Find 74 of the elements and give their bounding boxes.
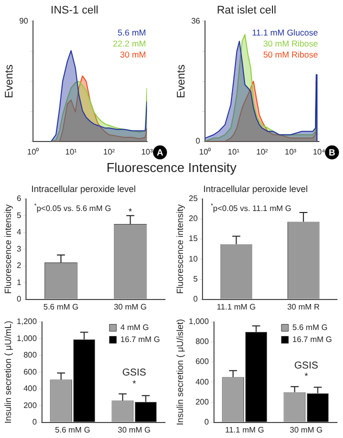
y-tick-label: 800 [23,350,38,360]
y-tick-label: 600 [195,357,210,366]
x-tick-label: 30 mM G [118,425,151,434]
x-tick-label: 10⁰ [199,147,212,156]
chart-title: Rat islet cell [216,4,276,17]
series-label: 30 mM Ribose [263,38,318,49]
x-tick-label: 30 mM R [287,302,320,312]
y-tick-label: 400 [195,377,210,386]
legend-label: 16.7 mM G [292,335,332,344]
y-axis-title: Insulin secretion ( μU/islet) [174,318,185,426]
annotation: * [128,206,133,217]
x-tick-label: 10³ [284,147,297,156]
y-tick-label: 3 [16,244,22,254]
annotation: * [304,371,308,382]
y-tick-label: 600 [23,367,38,376]
y-tick-label: 0 [196,136,201,146]
text: 50 mM Ribose [263,50,318,60]
x-tick-label: 11.1 mM G [225,425,264,434]
chart-title: Intracellular peroxide level [31,184,136,194]
y-tick-label: 2 [16,261,22,270]
x-tick-label: 10² [103,147,116,156]
y-tick-label: 1 [16,278,22,287]
x-tick-label: 11.1 mM G [216,302,256,312]
y-tick-label: 0 [193,294,198,304]
y-axis-title: Fluorescence intensity [2,204,13,294]
y-tick-label: 25 [188,194,198,204]
x-tick-label: 5.6 mM G [43,302,78,312]
text: 5.6 mM [118,28,146,38]
legend-label: 4 mM G [120,323,149,332]
x-tick-label: 5.6 mM G [55,425,90,434]
legend-label: 5.6 mM G [292,323,328,332]
x-tick-label: 10³ [141,147,154,156]
y-tick-label: 200 [23,400,38,410]
x-tick-label: 30 mM G [114,302,147,312]
annotation: GSIS [294,360,318,372]
y-tick-label: 1,200 [16,317,38,326]
y-tick-label: 0 [16,294,22,304]
text: B [328,147,336,158]
x-tick-label: 10² [256,147,268,156]
y-axis-title: Events [176,64,188,98]
y-tick-label: 15 [188,234,198,244]
y-tick-label: 6 [16,194,22,204]
annotation: * [132,378,136,388]
x-tick-label: 10¹ [228,147,240,156]
text: A [156,147,164,158]
y-tick-label: 0 [32,418,38,427]
y-tick-label: 0 [204,418,210,427]
y-tick-label: 36 [191,16,201,26]
y-axis-title: Insulin secretion ( μU/mL) [2,320,13,424]
y-tick-label: 1,000 [16,334,38,343]
y-axis-title: Events [4,64,16,98]
y-tick-label: 20 [188,214,198,224]
y-tick-label: 400 [23,384,38,394]
text: 22.2 mM [112,38,146,49]
chart-title: INS-1 cell [50,4,98,17]
x-tick-label: 10⁴ [312,147,326,156]
y-tick-label: 200 [195,397,210,406]
y-tick-label: 4 [16,228,22,237]
x-tick-label: 10¹ [65,147,78,156]
x-axis-title: Fluorescence Intensity [105,160,238,175]
y-tick-label: 800 [195,337,210,346]
annotation: GSIS [122,368,146,379]
chart-title: Intracellular peroxide level [203,184,308,194]
x-tick-label: 10⁰ [27,147,40,156]
y-tick-label: 5 [193,274,198,284]
series-label: 11.1 mM Glucose [252,28,318,38]
y-tick-label: 1,000 [188,317,210,326]
y-tick-label: 90 [19,16,29,26]
legend-label: 16.7 mM G [120,335,160,344]
text: 30 mM [120,50,146,60]
x-tick-label: 30 mM G [290,425,323,434]
y-tick-label: 5 [16,210,22,220]
y-tick-label: 10 [188,254,198,264]
y-axis-title: Fluorescence intensity [174,204,185,294]
